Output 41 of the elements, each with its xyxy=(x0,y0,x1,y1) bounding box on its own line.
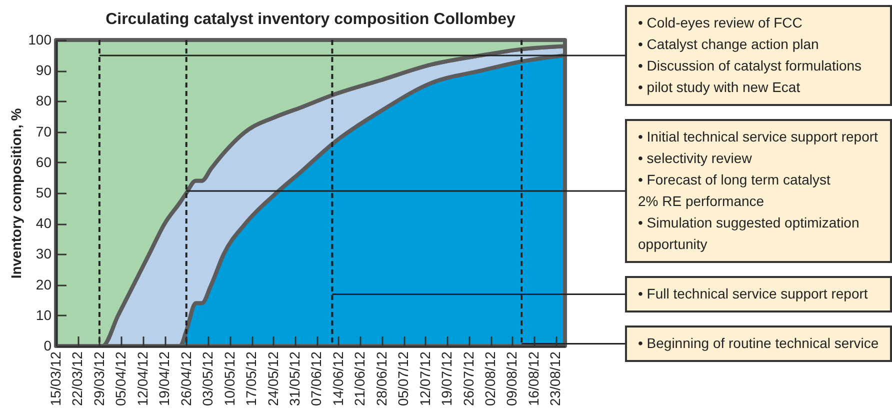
x-tick-label: 28/06/12 xyxy=(373,351,390,406)
y-tick-label: 20 xyxy=(36,276,52,292)
y-tick-label: 60 xyxy=(36,154,52,170)
x-tick-label: 16/08/12 xyxy=(525,351,542,406)
x-tick-label: 10/05/12 xyxy=(221,351,238,406)
y-tick-label: 100 xyxy=(28,32,52,48)
x-tick-label: 29/03/12 xyxy=(90,351,107,406)
x-tick-label: 23/08/12 xyxy=(547,351,564,406)
ref-line-label: • Full technical service support report xyxy=(638,285,868,302)
x-tick-label: 19/07/12 xyxy=(438,351,455,406)
y-axis-title: Inventory composition, % xyxy=(8,108,24,279)
x-tick-label: 24/05/12 xyxy=(264,351,281,406)
x-tick-label: 26/07/12 xyxy=(460,351,476,406)
x-tick-label: 05/07/12 xyxy=(395,351,412,406)
y-tick-label: 10 xyxy=(36,306,52,323)
y-tick-label: 80 xyxy=(36,92,52,109)
y-tick-label: 70 xyxy=(36,123,52,140)
chart-title: Circulating catalyst inventory composition Collombey xyxy=(106,11,516,28)
x-tick-label: 21/06/12 xyxy=(352,351,368,406)
x-tick-label: 22/03/12 xyxy=(69,351,86,406)
x-tick-label: 02/08/12 xyxy=(482,351,498,406)
x-tick-label: 19/04/12 xyxy=(156,351,172,406)
ref-line-label: • Beginning of routine technical service xyxy=(638,334,879,351)
x-tick-label: 05/04/12 xyxy=(112,351,129,406)
y-tick-label: 40 xyxy=(36,215,52,232)
x-tick-label: 12/04/12 xyxy=(134,351,150,406)
x-tick-label: 12/07/12 xyxy=(416,351,433,406)
ref-line-label: • Initial technical service support report • selectivity review • Forecast of long term catalyst 2% RE performance • Simulation suggested optimization opportunity xyxy=(638,128,878,252)
x-tick-label: 17/05/12 xyxy=(243,351,260,406)
x-tick-label: 26/04/12 xyxy=(178,351,194,406)
x-tick-label: 07/06/12 xyxy=(308,351,324,406)
x-tick-label: 31/05/12 xyxy=(286,351,302,406)
x-tick-label: 15/03/12 xyxy=(48,351,64,406)
x-tick-label: 09/08/12 xyxy=(504,351,520,406)
x-tick-label: 03/05/12 xyxy=(200,351,216,406)
y-tick-label: 50 xyxy=(36,184,52,200)
y-tick-label: 30 xyxy=(36,246,52,262)
ref-line-label: • Cold-eyes review of FCC • Catalyst change action plan • Discussion of catalyst formulations • pilot study with new Ecat xyxy=(638,14,862,95)
y-tick-label: 90 xyxy=(36,62,52,78)
y-tick-label: 0 xyxy=(44,338,52,354)
x-tick-label: 14/06/12 xyxy=(330,351,346,406)
